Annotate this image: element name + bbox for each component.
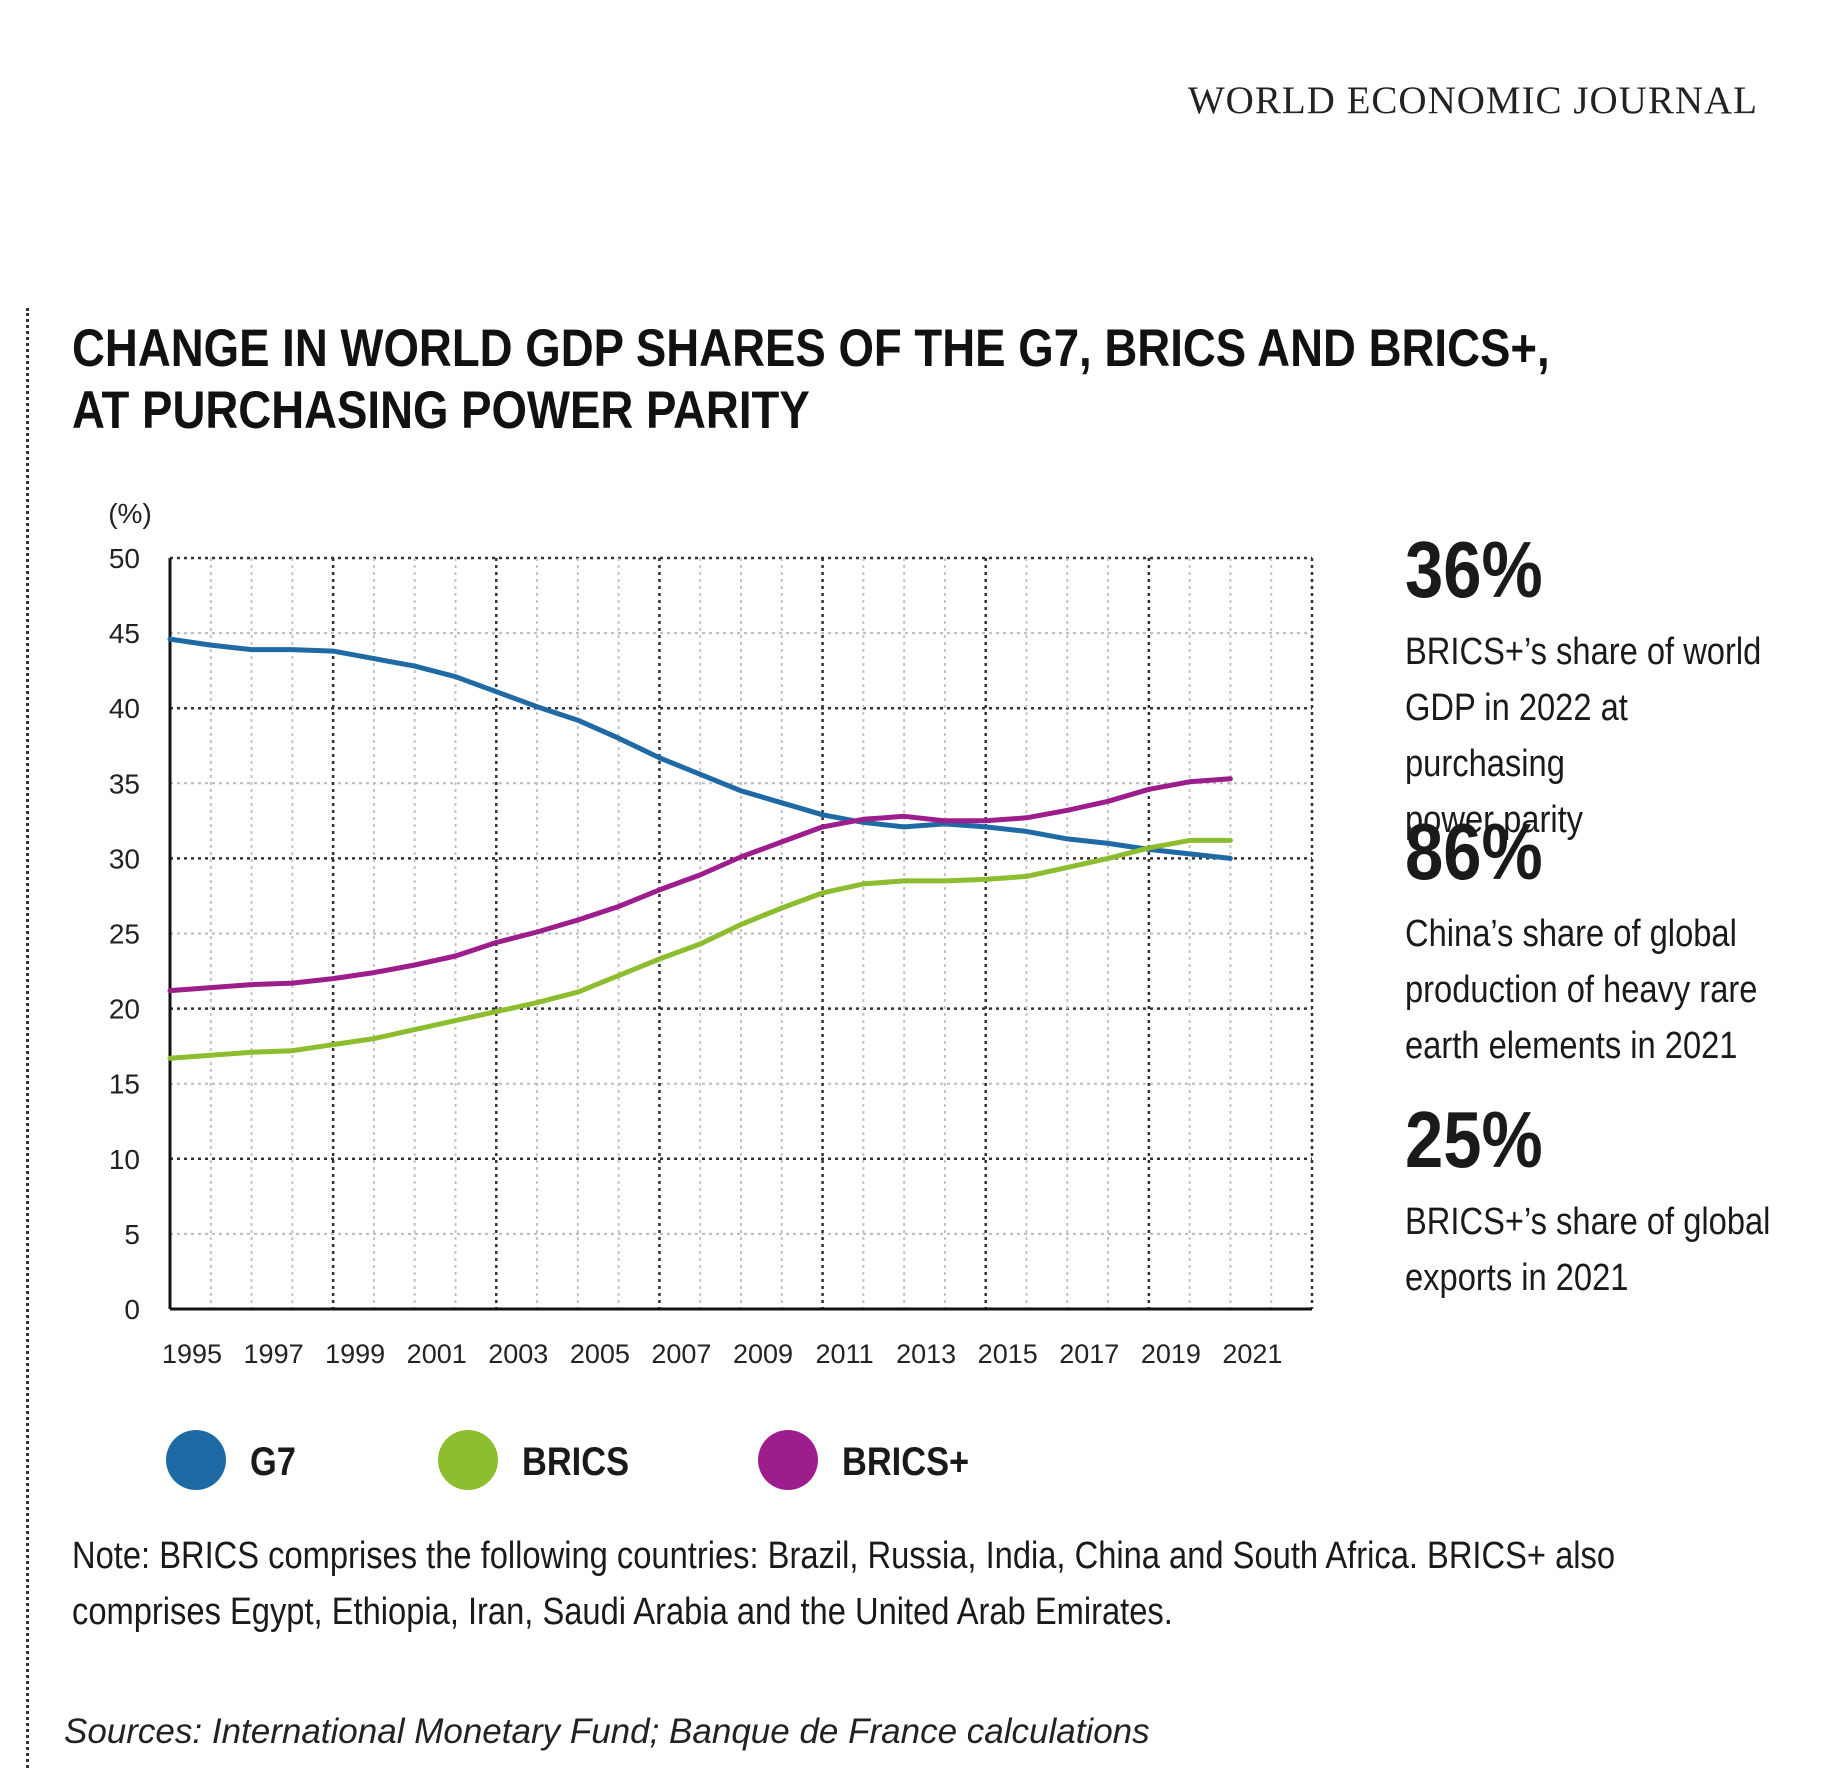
stat-value: 86% xyxy=(1405,807,1543,896)
x-tick-label: 2009 xyxy=(733,1339,793,1369)
x-tick-label: 2013 xyxy=(896,1339,956,1369)
x-tick-label: 1997 xyxy=(244,1339,304,1369)
stat-description: BRICS+’s share of global exports in 2021 xyxy=(1405,1201,1771,1299)
x-tick-label: 2019 xyxy=(1141,1339,1201,1369)
x-tick-label: 2021 xyxy=(1222,1339,1282,1369)
legend-swatch-brics-plus xyxy=(758,1430,818,1490)
y-tick-label: 15 xyxy=(109,1069,140,1100)
chart-note: Note: BRICS comprises the following coun… xyxy=(72,1535,1616,1633)
stat-value: 25% xyxy=(1405,1095,1543,1184)
y-tick-label: 5 xyxy=(124,1219,140,1250)
chart-title-line-1: CHANGE IN WORLD GDP SHARES OF THE G7, BR… xyxy=(72,319,1550,378)
y-tick-label: 0 xyxy=(124,1294,140,1325)
stat-brics-plus-exports: 25% BRICS+’s share of global exports in … xyxy=(1405,1100,1835,1306)
y-tick-label: 45 xyxy=(109,618,140,649)
x-tick-label: 2011 xyxy=(816,1339,874,1369)
y-tick-label: 20 xyxy=(109,994,140,1025)
stat-value: 36% xyxy=(1405,525,1543,614)
stat-china-rare-earth: 86% China’s share of global production o… xyxy=(1405,812,1835,1074)
series-line-brics xyxy=(167,837,1233,1061)
x-tick-label: 1999 xyxy=(325,1339,385,1369)
x-tick-label: 2005 xyxy=(570,1339,630,1369)
stat-brics-plus-gdp: 36% BRICS+’s share of world GDP in 2022 … xyxy=(1405,530,1835,848)
x-tick-label: 2003 xyxy=(488,1339,548,1369)
x-tick-label: 2001 xyxy=(407,1339,467,1369)
series-line-g7 xyxy=(167,636,1233,861)
left-dotted-rule xyxy=(26,308,29,1768)
legend-label: BRICS+ xyxy=(842,1440,970,1484)
legend-swatch-brics xyxy=(438,1430,498,1490)
line-chart: (%) 0 5 10 15 20 25 30 35 40 45 50 1995 1997 1999 2001 2… xyxy=(108,498,1314,1369)
y-tick-label: 30 xyxy=(109,843,140,874)
legend-label: BRICS xyxy=(522,1440,630,1484)
legend-swatch-g7 xyxy=(166,1430,226,1490)
y-tick-label: 50 xyxy=(109,543,140,574)
chart-sources: Sources: International Monetary Fund; Ba… xyxy=(64,1712,1150,1751)
y-tick-label: 35 xyxy=(109,768,140,799)
y-tick-label: 25 xyxy=(109,919,140,950)
y-tick-label: 10 xyxy=(109,1144,140,1175)
x-tick-label: 2015 xyxy=(978,1339,1038,1369)
masthead: WORLD ECONOMIC JOURNAL xyxy=(1187,79,1758,122)
stat-description: China’s share of global production of he… xyxy=(1405,913,1758,1067)
y-unit-label: (%) xyxy=(108,498,152,529)
x-tick-label: 2017 xyxy=(1059,1339,1119,1369)
series-line-brics-plus xyxy=(167,776,1233,994)
y-tick-label: 40 xyxy=(109,693,140,724)
chart-title-line-2: AT PURCHASING POWER PARITY xyxy=(72,381,810,440)
x-tick-label: 1995 xyxy=(162,1339,222,1369)
chart-title: CHANGE IN WORLD GDP SHARES OF THE G7, BR… xyxy=(72,318,1550,442)
stat-description: BRICS+’s share of world GDP in 2022 at p… xyxy=(1405,631,1762,841)
legend-label: G7 xyxy=(250,1440,296,1484)
x-tick-label: 2007 xyxy=(651,1339,711,1369)
